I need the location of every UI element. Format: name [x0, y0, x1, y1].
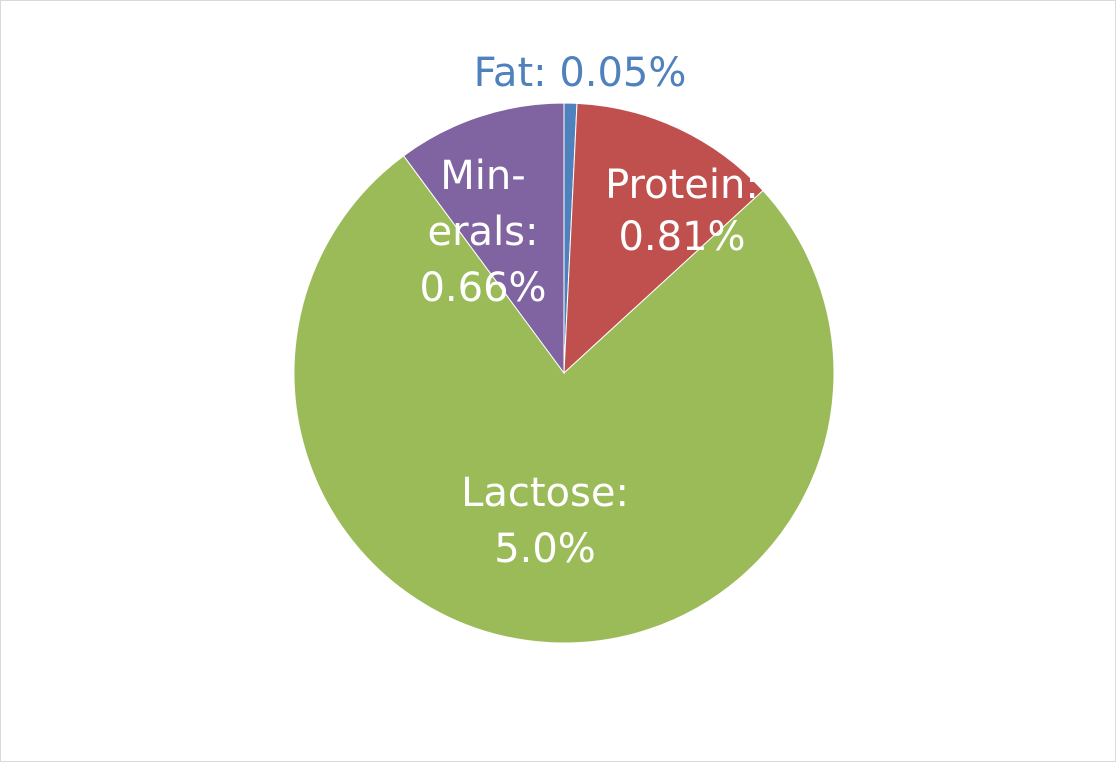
pie-slice-lactose — [293, 155, 835, 644]
pie-slice-minerals — [402, 102, 565, 375]
pie-label-fat: Fat: 0.05% — [474, 50, 687, 96]
pie-label-minerals: Min-erals: 0.66% — [419, 153, 546, 311]
pie-slices — [293, 102, 835, 644]
pie-label-lactose: Lactose: 5.0% — [461, 470, 629, 572]
pie-label-protein: Protein: 0.81% — [605, 162, 759, 260]
pie-slice-protein — [563, 102, 764, 375]
pie-labels: Fat: 0.05% Protein: 0.81% Lactose: 5.0% Min-e… — [419, 50, 758, 572]
